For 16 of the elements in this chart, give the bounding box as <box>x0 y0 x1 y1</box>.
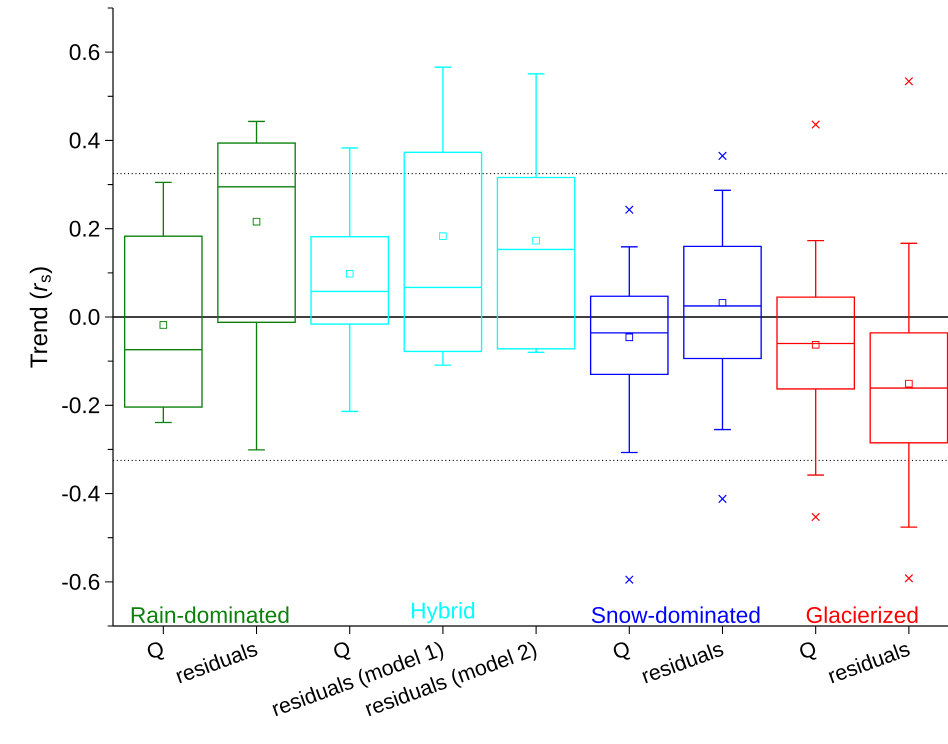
x-tick-label: Q <box>334 642 351 660</box>
y-tick-label: -0.2 <box>62 397 100 414</box>
x-tick-label: Q <box>148 642 164 660</box>
y-tick-label: 0.4 <box>70 132 100 148</box>
y-tick-label: -0.6 <box>62 574 100 590</box>
text: Rain-dominated <box>132 606 288 624</box>
y-tick-label: 0.0 <box>70 308 100 326</box>
y-axis-title: Trend (r$_{s}$) <box>30 267 52 368</box>
text: Snow-dominated <box>592 606 760 624</box>
x-tick-label: Q <box>614 642 630 660</box>
y-tick-label: -0.4 <box>62 486 100 502</box>
y-tick-label: 0.6 <box>70 44 100 60</box>
x-tick-label: Q <box>800 642 817 660</box>
text: Hybrid <box>412 602 474 624</box>
text: Glacierized <box>806 606 918 624</box>
y-tick-label: 0.2 <box>70 220 100 237</box>
